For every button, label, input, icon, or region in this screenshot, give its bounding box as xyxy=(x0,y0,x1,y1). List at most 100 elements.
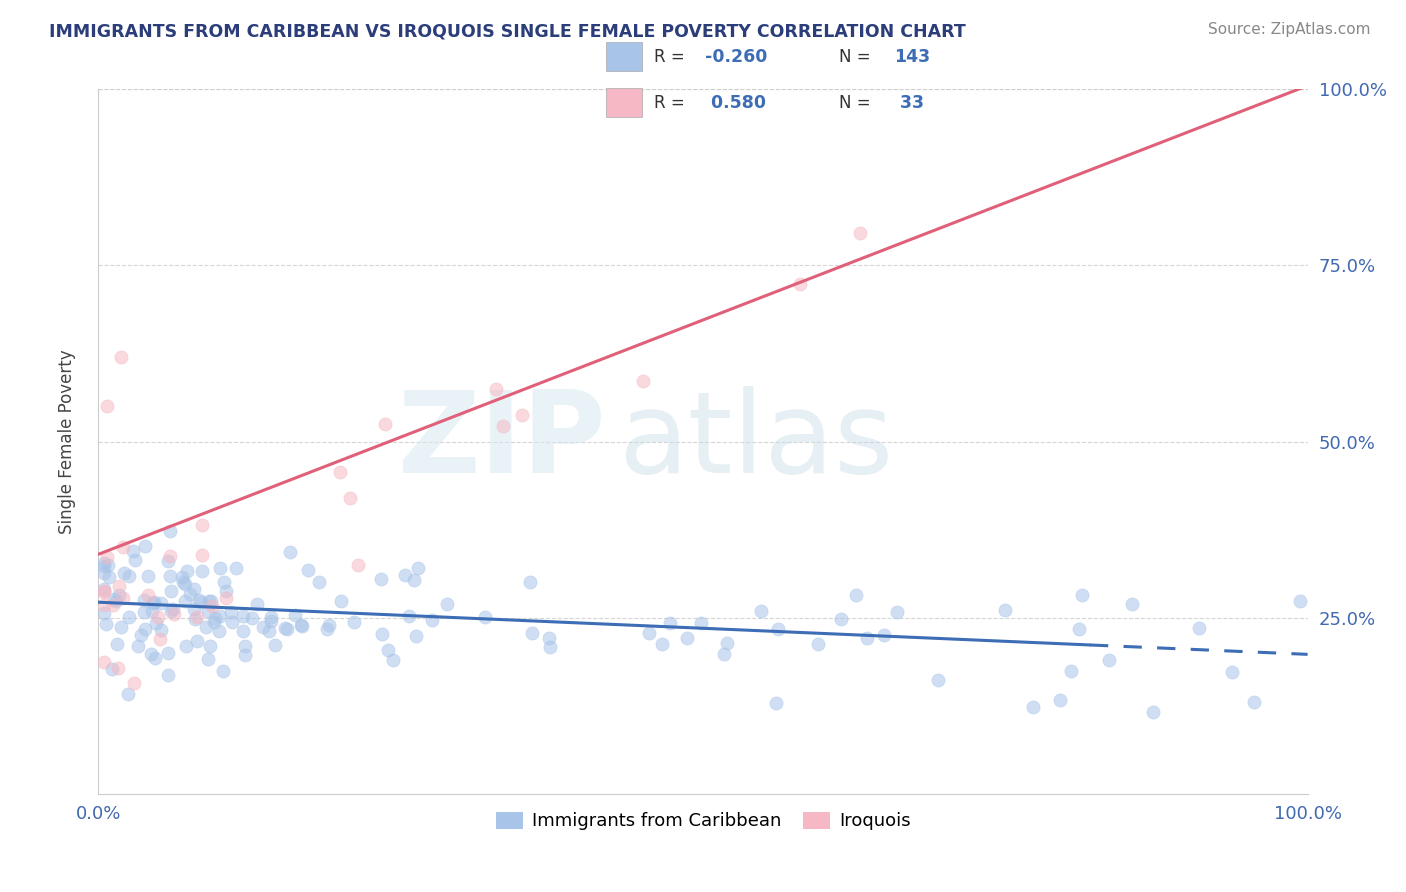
Point xyxy=(197,604,219,618)
Point xyxy=(1243,695,1265,709)
Point xyxy=(93,566,115,581)
Point xyxy=(232,624,254,638)
Point xyxy=(318,618,340,632)
Point xyxy=(110,620,132,634)
Point xyxy=(98,570,121,584)
Point xyxy=(1098,653,1121,667)
Point xyxy=(208,624,231,638)
Point xyxy=(118,609,141,624)
Text: 33: 33 xyxy=(894,94,924,112)
Point xyxy=(297,563,319,577)
Point xyxy=(117,687,139,701)
Point xyxy=(159,549,181,563)
Point xyxy=(136,588,159,602)
Point xyxy=(107,661,129,675)
Point xyxy=(260,610,283,624)
Point xyxy=(149,632,172,646)
Point xyxy=(308,574,330,589)
Point xyxy=(134,623,156,637)
Point xyxy=(204,611,226,625)
Point xyxy=(184,612,207,626)
Point xyxy=(183,582,205,596)
Point xyxy=(651,637,673,651)
Point xyxy=(179,587,201,601)
Point xyxy=(371,627,394,641)
Point xyxy=(405,629,427,643)
Point xyxy=(93,655,115,669)
Point xyxy=(215,591,238,605)
Point xyxy=(93,558,115,573)
Point xyxy=(343,615,366,629)
Point xyxy=(1022,699,1045,714)
Point xyxy=(141,647,163,661)
Point xyxy=(246,597,269,611)
Text: atlas: atlas xyxy=(619,386,894,497)
Point xyxy=(108,579,131,593)
Point xyxy=(749,604,772,618)
Point xyxy=(96,399,118,413)
Point xyxy=(194,620,217,634)
Point xyxy=(190,595,212,609)
Point xyxy=(156,646,179,660)
Point xyxy=(1060,664,1083,678)
Point xyxy=(219,605,242,619)
Point xyxy=(162,602,184,616)
Point xyxy=(159,524,181,539)
Point xyxy=(242,611,264,625)
Point xyxy=(136,568,159,582)
Text: ZIP: ZIP xyxy=(398,386,606,497)
Point xyxy=(1187,621,1209,635)
Point xyxy=(436,597,458,611)
Point xyxy=(202,615,225,629)
Point xyxy=(492,419,515,434)
Point xyxy=(235,648,257,662)
Point xyxy=(197,652,219,666)
Point xyxy=(631,374,654,388)
Point xyxy=(1142,705,1164,719)
Point xyxy=(316,623,339,637)
Point xyxy=(124,553,146,567)
Point xyxy=(339,491,361,506)
Point xyxy=(278,545,301,559)
Point xyxy=(101,663,124,677)
Point xyxy=(422,613,444,627)
Point xyxy=(257,624,280,639)
Text: N =: N = xyxy=(838,94,876,112)
Point xyxy=(156,554,179,568)
Point xyxy=(474,610,496,624)
Point xyxy=(291,618,314,632)
Point xyxy=(174,577,197,591)
Point xyxy=(111,541,134,555)
Point xyxy=(856,631,879,645)
Point xyxy=(159,569,181,583)
Point xyxy=(225,561,247,575)
Text: Source: ZipAtlas.com: Source: ZipAtlas.com xyxy=(1208,22,1371,37)
Text: 143: 143 xyxy=(894,47,929,65)
Point xyxy=(676,631,699,645)
Text: R =: R = xyxy=(654,94,689,112)
Point xyxy=(638,626,661,640)
Point xyxy=(259,615,281,629)
Point xyxy=(394,568,416,582)
Point xyxy=(221,615,243,630)
Point xyxy=(872,627,894,641)
Point xyxy=(713,648,735,662)
Point xyxy=(1071,588,1094,602)
Point xyxy=(112,566,135,580)
Point xyxy=(117,569,139,583)
Point xyxy=(830,612,852,626)
Text: IMMIGRANTS FROM CARIBBEAN VS IROQUOIS SINGLE FEMALE POVERTY CORRELATION CHART: IMMIGRANTS FROM CARIBBEAN VS IROQUOIS SI… xyxy=(49,22,966,40)
Point xyxy=(1049,693,1071,707)
Point xyxy=(174,639,197,653)
Point xyxy=(201,599,224,613)
Point xyxy=(198,640,221,654)
Point xyxy=(191,518,214,533)
Point xyxy=(142,596,165,610)
Point xyxy=(208,560,231,574)
Point xyxy=(191,564,214,578)
Text: 0.580: 0.580 xyxy=(704,94,766,112)
Point xyxy=(398,609,420,624)
Point xyxy=(374,417,396,431)
Point xyxy=(404,573,426,587)
Point xyxy=(121,544,143,558)
